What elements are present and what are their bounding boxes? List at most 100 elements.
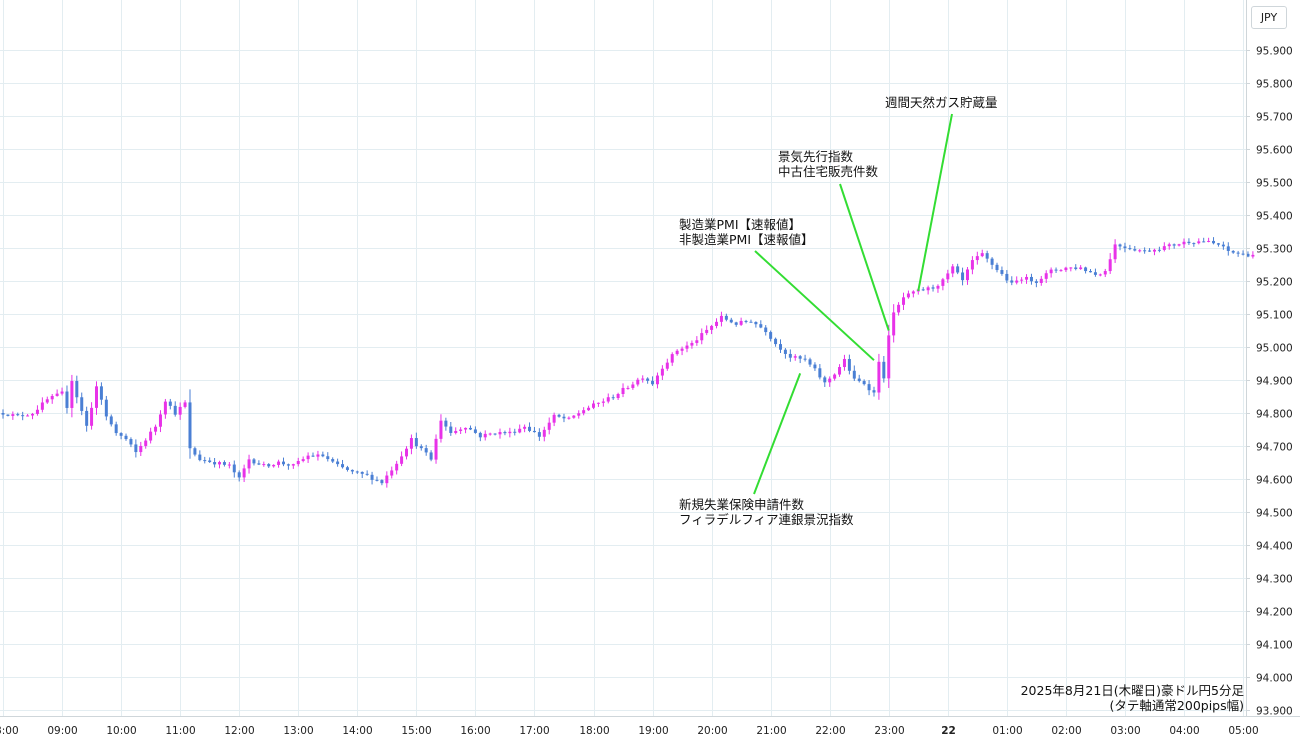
candle-body: [163, 401, 167, 415]
candle-body: [173, 405, 177, 415]
candle-body: [70, 381, 74, 408]
candle-body: [464, 427, 468, 430]
candle-body: [350, 469, 354, 472]
y-tick-label: 94.200: [1256, 607, 1293, 619]
candle-body: [419, 446, 423, 449]
candle-body: [139, 445, 143, 453]
x-tick-label: 10:00: [106, 725, 136, 737]
annotation-line: [754, 250, 875, 361]
x-tick-label: 01:00: [992, 725, 1022, 737]
candle-body: [1231, 250, 1235, 253]
candle-body: [547, 422, 551, 430]
candle-body: [557, 414, 561, 417]
candle-body: [921, 289, 925, 291]
candle-body: [365, 473, 369, 475]
candle-body: [601, 401, 605, 403]
candle-body: [478, 432, 482, 438]
y-tick-label: 95.900: [1256, 46, 1293, 58]
candle-body: [473, 429, 477, 433]
candle-body: [1059, 270, 1063, 272]
candle-body: [193, 448, 197, 455]
candle-body: [719, 315, 723, 322]
annotation-line: [753, 373, 802, 495]
candle-body: [405, 448, 409, 457]
y-tick-label: 94.800: [1256, 409, 1293, 421]
candle-body: [183, 402, 187, 407]
candle-body: [99, 386, 103, 400]
candle-body: [675, 350, 679, 355]
candle-body: [1113, 244, 1117, 260]
candle-body: [454, 430, 458, 433]
chart-grid: [0, 0, 1246, 716]
candle-body: [345, 467, 349, 470]
candle-body: [1093, 272, 1097, 275]
candle-body: [1098, 274, 1102, 276]
candle-body: [833, 374, 837, 379]
candle-body: [1221, 244, 1225, 247]
candle-body: [306, 455, 310, 460]
annotation-label: 製造業PMI【速報値】: [679, 217, 801, 232]
candle-body: [710, 325, 714, 330]
candle-body: [537, 432, 541, 437]
candle-body: [272, 464, 276, 467]
candle-body: [1143, 250, 1147, 252]
candle-body: [705, 329, 709, 334]
candle-body: [1226, 246, 1230, 251]
candle-body: [655, 375, 659, 385]
candle-body: [596, 402, 600, 404]
annotation-label: 非製造業PMI【速報値】: [679, 232, 814, 247]
candle-body: [783, 349, 787, 354]
x-tick-label: 02:00: [1051, 725, 1081, 737]
candle-body: [129, 439, 133, 445]
candle-body: [296, 461, 300, 465]
candle-body: [104, 399, 108, 417]
candle-body: [355, 471, 359, 473]
y-tick-label: 94.600: [1256, 475, 1293, 487]
time-axis: 08:00 09:00 10:00 11:00 12:00 13:00 14:00 15:00…: [0, 725, 1259, 737]
candle-body: [897, 304, 901, 313]
candle-body: [990, 258, 994, 265]
candle-body: [528, 426, 532, 431]
candle-body: [951, 266, 955, 274]
candle-body: [158, 414, 162, 427]
candle-body: [75, 381, 79, 398]
candle-body: [35, 409, 39, 414]
candle-body: [823, 377, 827, 383]
candle-body: [1084, 267, 1088, 272]
candle-body: [434, 438, 438, 460]
candle-body: [1029, 276, 1033, 282]
candle-body: [1148, 250, 1152, 252]
candle-body: [680, 348, 684, 351]
candle-body: [818, 368, 822, 378]
currency-label[interactable]: JPY: [1251, 6, 1287, 29]
candle-body: [695, 340, 699, 343]
y-tick-label: 94.900: [1256, 376, 1293, 388]
candle-body: [646, 378, 650, 381]
candle-body: [60, 391, 64, 394]
candle-body: [16, 414, 20, 416]
x-tick-label: 17:00: [519, 725, 549, 737]
candle-body: [291, 464, 295, 466]
candle-body: [774, 338, 778, 345]
y-tick-label: 95.100: [1256, 310, 1293, 322]
candle-body: [144, 440, 148, 446]
x-tick-label: 22: [941, 725, 956, 737]
candle-body: [1103, 271, 1107, 275]
candle-body: [390, 470, 394, 476]
candle-body: [670, 354, 674, 363]
candle-body: [277, 461, 281, 465]
candle-body: [1000, 270, 1004, 274]
candle-body: [847, 358, 851, 371]
candle-body: [1152, 249, 1156, 252]
y-tick-label: 95.300: [1256, 244, 1293, 256]
candle-body: [872, 390, 876, 393]
candle-body: [803, 358, 807, 360]
x-tick-label: 15:00: [401, 725, 431, 737]
candle-body: [665, 362, 669, 369]
candle-body: [498, 432, 502, 435]
candle-body: [178, 406, 182, 415]
x-tick-label: 19:00: [638, 725, 668, 737]
x-tick-label: 20:00: [697, 725, 727, 737]
candle-body: [567, 417, 571, 419]
